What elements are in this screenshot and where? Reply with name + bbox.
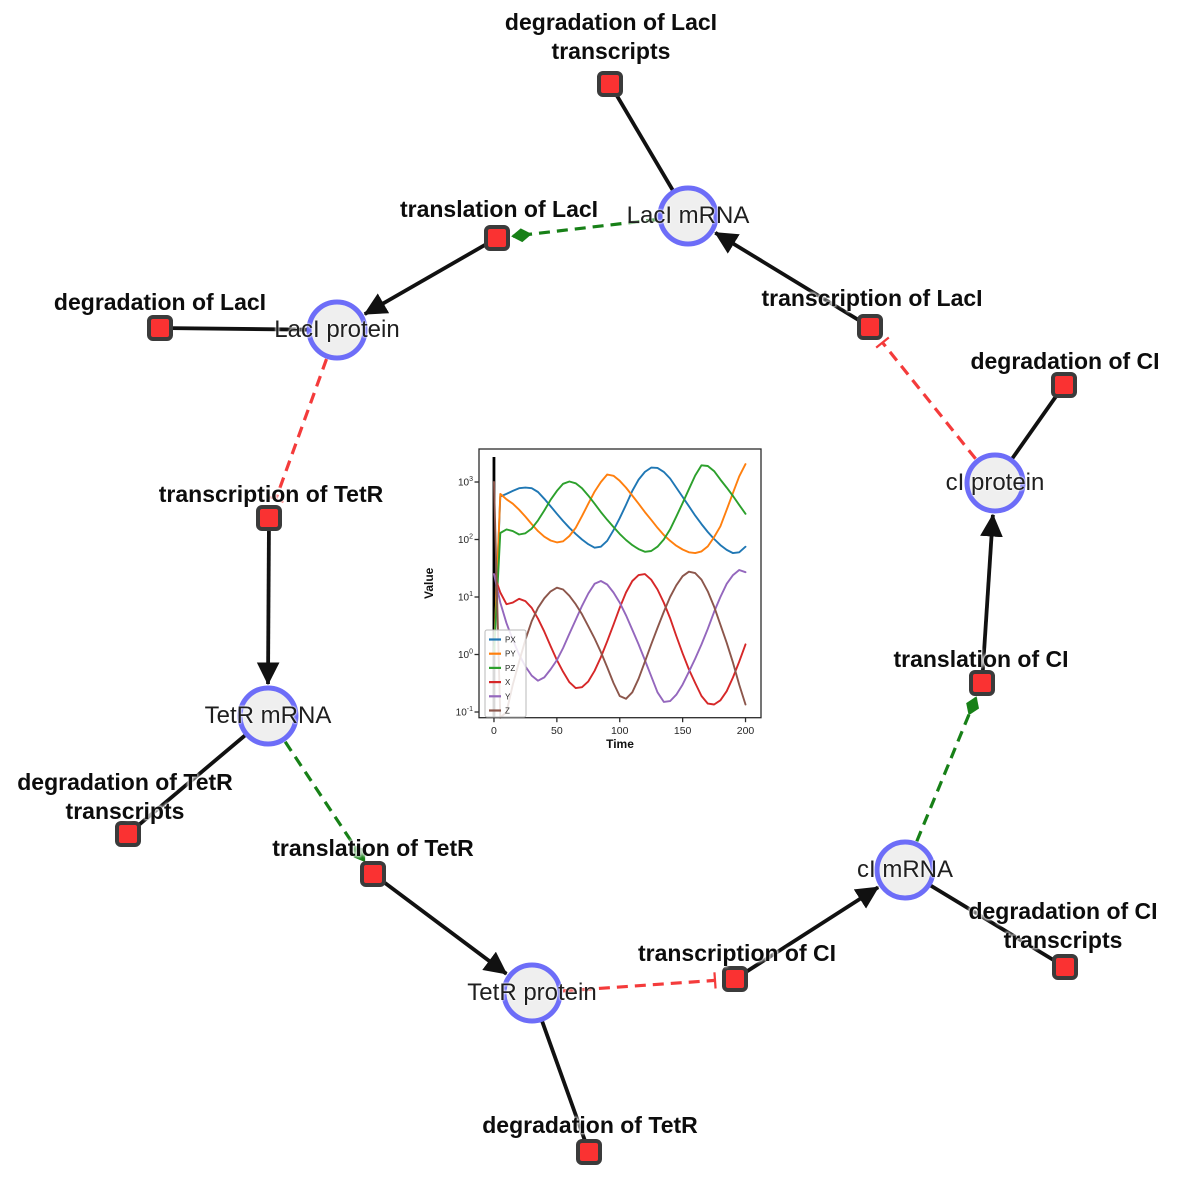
series-line-Y — [493, 569, 747, 703]
legend-label: Y — [505, 692, 511, 701]
series-line-Z — [493, 481, 747, 719]
y-tick-label: 102 — [458, 534, 473, 547]
edge-arrow-2 — [714, 231, 871, 329]
species-node-laci-protein[interactable] — [306, 299, 368, 361]
chart-legend: PX PY PZ XYZ — [484, 629, 527, 718]
edge-inhibition-17 — [875, 336, 977, 460]
edge-catalysis-13 — [283, 740, 366, 863]
y-axis-label: Value — [422, 567, 436, 599]
series-line-X — [493, 573, 747, 706]
edge-plain-5 — [126, 714, 270, 836]
legend-label: Z — [505, 707, 510, 716]
edge-arrow-8 — [733, 885, 880, 981]
x-tick-label: 50 — [551, 725, 563, 737]
reaction-node-degradation-of-laci[interactable] — [147, 315, 173, 341]
time-series-plot: 0 50 100 150 20010310210110010-1TimeValuePXP… — [422, 448, 762, 751]
edge-arrow-4 — [256, 517, 280, 686]
edge-arrow-6 — [371, 872, 508, 976]
reaction-node-transcription-of-ci[interactable] — [722, 966, 748, 992]
reaction-node-translation-of-laci[interactable] — [484, 225, 510, 251]
y-tick-label: 100 — [458, 649, 473, 662]
species-node-ci-mrna[interactable] — [874, 839, 936, 901]
reaction-node-degradation-of-tetr-transcripts[interactable] — [115, 821, 141, 847]
x-axis-label: Time — [606, 737, 634, 751]
edge-catalysis-14 — [915, 696, 980, 842]
reaction-node-translation-of-tetr[interactable] — [360, 861, 386, 887]
species-node-laci-mrna[interactable] — [657, 185, 719, 247]
legend-label: PX — [505, 636, 516, 645]
edge-inhibition-16 — [562, 972, 717, 993]
legend-label: PY — [505, 650, 516, 659]
edge-inhibition-15 — [267, 358, 329, 504]
time-series-inset-chart: 0 50 100 150 200 103 102 101 100 10-1 Time Value PX P… — [420, 430, 775, 765]
species-node-tetr-protein[interactable] — [501, 962, 563, 1024]
x-tick-label: 150 — [674, 725, 692, 737]
reaction-node-degradation-of-ci-transcripts[interactable] — [1052, 954, 1078, 980]
reaction-node-degradation-of-laci-transcripts[interactable] — [597, 71, 623, 97]
reaction-node-degradation-of-tetr[interactable] — [576, 1139, 602, 1165]
y-tick-label: 101 — [458, 591, 473, 604]
reaction-node-translation-of-ci[interactable] — [969, 670, 995, 696]
series-line-PZ — [493, 464, 747, 656]
edge-catalysis-12 — [511, 217, 658, 243]
edge-arrow-1 — [363, 236, 498, 316]
reaction-node-degradation-of-ci[interactable] — [1051, 372, 1077, 398]
x-tick-label: 200 — [737, 725, 755, 737]
x-tick-label: 0 — [491, 725, 497, 737]
species-node-tetr-mrna[interactable] — [237, 685, 299, 747]
legend-label: X — [505, 678, 511, 687]
y-tick-label: 103 — [458, 476, 473, 489]
series-line-PY — [493, 463, 747, 656]
species-node-ci-protein[interactable] — [964, 452, 1026, 514]
edge-arrow-10 — [980, 513, 1003, 684]
series-line-PX — [493, 466, 747, 656]
legend-label: PZ — [505, 664, 515, 673]
x-tick-label: 100 — [611, 725, 629, 737]
reaction-node-transcription-of-tetr[interactable] — [256, 505, 282, 531]
reaction-node-transcription-of-laci[interactable] — [857, 314, 883, 340]
edge-plain-9 — [904, 868, 1066, 969]
y-tick-label: 10-1 — [456, 706, 473, 719]
